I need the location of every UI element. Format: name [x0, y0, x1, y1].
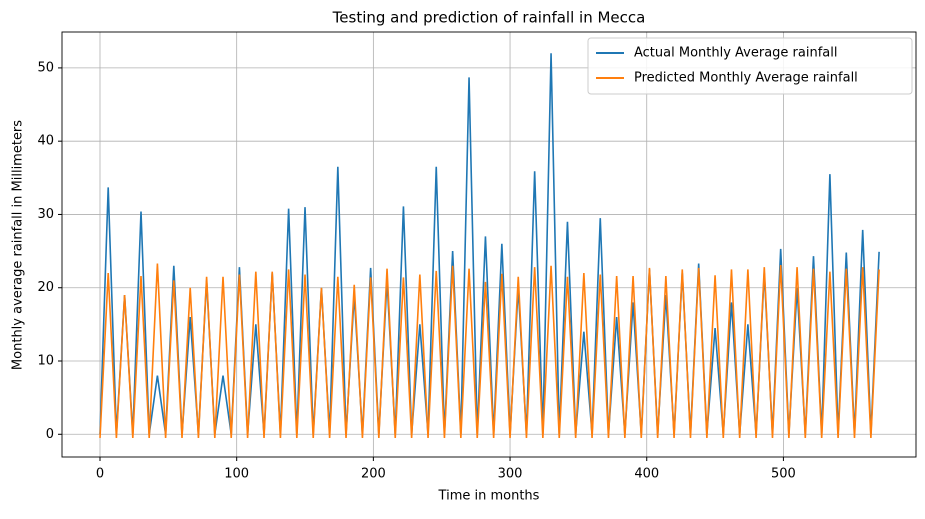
- y-axis-label: Monthly average rainfall in Millimeters: [11, 120, 26, 370]
- x-axis-label: Time in months: [438, 489, 540, 504]
- chart-title: Testing and prediction of rainfall in Me…: [332, 9, 646, 27]
- x-tick-label: 500: [771, 467, 796, 482]
- data-line: [99, 263, 880, 438]
- plot-frame: [61, 31, 917, 458]
- y-tick-label: 50: [37, 60, 54, 75]
- x-tick-label: 300: [498, 467, 523, 482]
- y-tick-label: 0: [46, 427, 54, 442]
- data-line: [99, 53, 880, 435]
- y-tick-label: 20: [37, 280, 54, 295]
- x-tick-label: 100: [224, 467, 249, 482]
- legend-label: Predicted Monthly Average rainfall: [634, 71, 858, 86]
- legend-label: Actual Monthly Average rainfall: [634, 46, 838, 61]
- y-tick-label: 30: [37, 207, 54, 222]
- x-tick-label: 200: [361, 467, 386, 482]
- y-tick-label: 40: [37, 134, 54, 149]
- x-tick-label: 0: [96, 467, 104, 482]
- legend-box: [587, 37, 913, 95]
- y-tick-label: 10: [37, 354, 54, 369]
- x-tick-label: 400: [634, 467, 659, 482]
